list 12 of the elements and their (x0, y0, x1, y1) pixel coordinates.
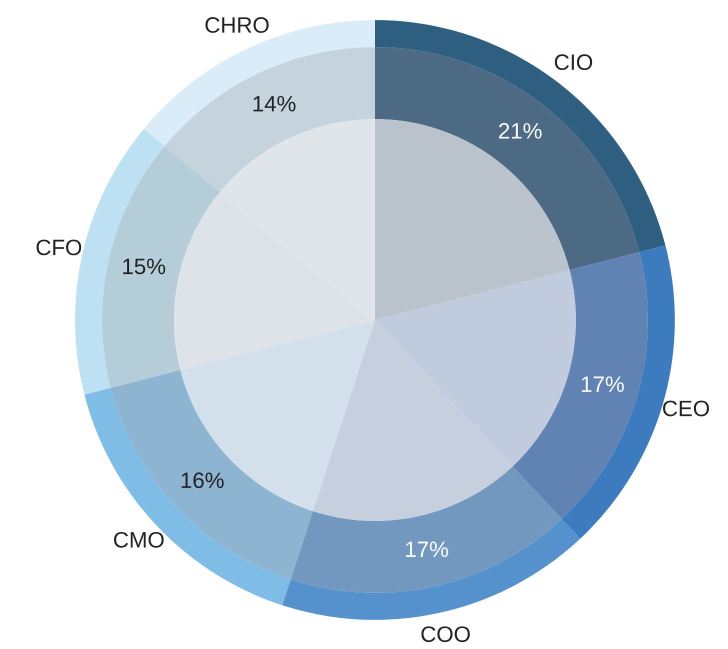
data-label: 15% (123, 258, 166, 274)
slice-label: CEO (663, 400, 709, 416)
slice-label: COO (421, 626, 470, 642)
slice-label: CFO (36, 240, 82, 256)
slice-label: CMO (114, 532, 164, 548)
data-label: 14% (254, 96, 296, 112)
data-label: 17% (406, 542, 448, 558)
slice-label: CHRO (205, 17, 269, 33)
slice-label: CIO (554, 54, 592, 70)
data-label: 21% (499, 123, 542, 139)
data-label: 17% (582, 376, 624, 392)
data-label: 16% (182, 472, 224, 488)
